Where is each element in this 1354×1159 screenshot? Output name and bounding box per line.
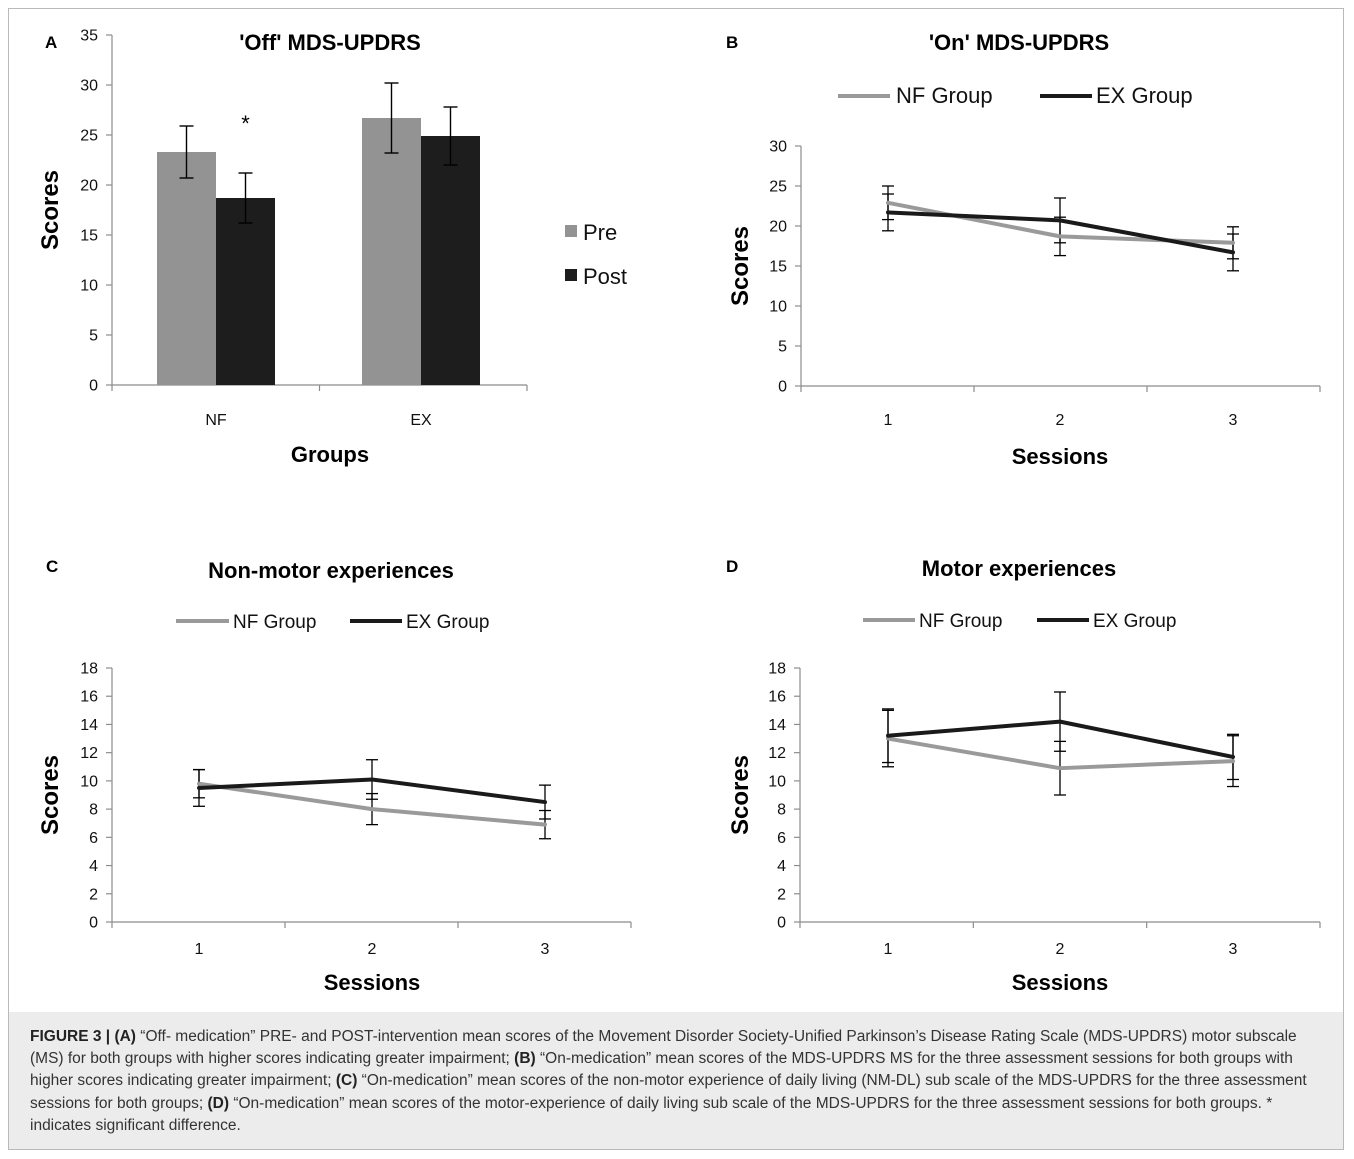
y-tick-label: 15 <box>769 259 787 276</box>
x-tick-label: 2 <box>368 941 377 958</box>
caption-panel-ref: (D) <box>207 1094 230 1112</box>
x-tick-label: 3 <box>1229 412 1238 429</box>
panel-letter: A <box>45 33 57 52</box>
y-tick-label: 30 <box>80 78 98 95</box>
legend-swatch-pre <box>565 225 577 237</box>
legend-label-ex: EX Group <box>1093 611 1176 632</box>
caption-text: “On-medication” mean scores of the non-m… <box>30 1072 1307 1112</box>
y-tick-label: 15 <box>80 228 98 245</box>
x-axis-label: Groups <box>291 442 369 467</box>
caption-panel-ref: (A) <box>114 1028 136 1045</box>
x-tick-label: 1 <box>884 412 893 429</box>
x-axis-label: Sessions <box>1012 444 1109 469</box>
y-tick-label: 6 <box>777 830 786 847</box>
y-axis-label: Scores <box>37 755 64 835</box>
y-tick-label: 8 <box>89 802 98 819</box>
x-tick-label: 1 <box>195 941 204 958</box>
y-tick-label: 0 <box>778 379 787 396</box>
x-tick-label: NF <box>205 412 227 429</box>
legend-label-pre: Pre <box>583 220 617 245</box>
legend-label-nf: NF Group <box>919 611 1002 632</box>
y-tick-label: 2 <box>777 886 786 903</box>
legend-label-ex: EX Group <box>1096 83 1193 108</box>
chart-title: Motor experiences <box>922 556 1116 581</box>
panel-letter: D <box>726 557 738 576</box>
x-tick-label: 3 <box>541 941 550 958</box>
y-tick-label: 14 <box>768 717 786 734</box>
chart-panel-c: C Non-motor experiences024681012141618Ses… <box>37 557 632 995</box>
y-tick-label: 2 <box>89 886 98 903</box>
chart-panel-a: A 'Off' MDS-UPDRS 0 5 10 15 20 25 30 35 Groups Scor… <box>37 28 627 468</box>
y-tick-label: 16 <box>768 689 786 706</box>
y-tick-label: 18 <box>80 661 98 678</box>
x-axis-label: Sessions <box>1012 970 1109 995</box>
panel-letter: B <box>726 33 738 52</box>
caption-label: FIGURE 3 | <box>30 1028 111 1045</box>
bar-post-ex <box>421 136 480 385</box>
bar-pre-nf <box>157 152 216 385</box>
y-tick-label: 25 <box>769 179 787 196</box>
legend-label-nf: NF Group <box>896 83 993 108</box>
x-tick-label: EX <box>410 412 432 429</box>
y-tick-label: 20 <box>80 178 98 195</box>
y-tick-label: 8 <box>777 802 786 819</box>
chart-title: 'On' MDS-UPDRS <box>929 30 1109 55</box>
y-tick-label: 35 <box>80 28 98 45</box>
bar-pre-ex <box>362 118 421 385</box>
y-tick-label: 20 <box>769 219 787 236</box>
y-tick-label: 16 <box>80 689 98 706</box>
chart-panel-d: D Motor experiences024681012141618Session… <box>726 556 1321 995</box>
y-tick-label: 18 <box>768 661 786 678</box>
y-axis-label: Scores <box>727 755 754 835</box>
y-tick-label: 6 <box>89 830 98 847</box>
bar-post-nf <box>216 198 275 385</box>
chart-title: 'Off' MDS-UPDRS <box>239 30 421 55</box>
y-tick-label: 5 <box>778 339 787 356</box>
y-tick-label: 10 <box>769 299 787 316</box>
y-axis-label: Scores <box>37 170 64 250</box>
panel-letter: C <box>46 557 58 576</box>
caption-panel-ref: (B) <box>514 1050 536 1068</box>
x-axis-label: Sessions <box>324 970 421 995</box>
y-tick-label: 5 <box>89 328 98 345</box>
caption-background <box>9 1012 1343 1149</box>
caption-text: “Off- medication” PRE- and POST-interven… <box>30 1028 1297 1068</box>
x-tick-label: 2 <box>1056 941 1065 958</box>
y-tick-label: 0 <box>89 915 98 932</box>
caption-text: “On-medication” mean scores of the MDS-U… <box>30 1050 1293 1090</box>
chart-panel-b: B 'On' MDS-UPDRS 0 5 10 15 20 25 30 Sessions Score… <box>726 30 1321 469</box>
y-tick-label: 0 <box>89 378 98 395</box>
x-tick-label: 3 <box>1229 941 1238 958</box>
legend-label-post: Post <box>583 264 627 289</box>
legend-swatch-post <box>565 269 577 281</box>
y-tick-label: 10 <box>80 278 98 295</box>
y-axis-label: Scores <box>727 226 754 306</box>
y-tick-label: 10 <box>768 773 786 790</box>
y-tick-label: 4 <box>89 858 98 875</box>
y-tick-label: 10 <box>80 773 98 790</box>
x-tick-label: 1 <box>884 941 893 958</box>
x-tick-label: 2 <box>1056 412 1065 429</box>
y-tick-label: 0 <box>777 915 786 932</box>
y-tick-label: 12 <box>768 745 786 762</box>
figure-caption: FIGURE 3 | (A) “Off- medication” PRE- an… <box>30 1026 1330 1137</box>
y-tick-label: 12 <box>80 745 98 762</box>
chart-title: Non-motor experiences <box>208 558 454 583</box>
y-tick-label: 14 <box>80 717 98 734</box>
y-tick-label: 4 <box>777 858 786 875</box>
caption-panel-ref: (C) <box>335 1072 358 1090</box>
significance-marker: * <box>241 111 250 136</box>
legend-label-ex: EX Group <box>406 612 489 633</box>
caption-body: (A) “Off- medication” PRE- and POST-inte… <box>30 1028 1307 1134</box>
y-tick-label: 30 <box>769 139 787 156</box>
figure-canvas: A 'Off' MDS-UPDRS05101520253035GroupsScor… <box>37 28 1321 995</box>
caption-text: “On-medication” mean scores of the motor… <box>30 1094 1273 1134</box>
figure-frame <box>8 8 1344 1150</box>
y-tick-label: 25 <box>80 128 98 145</box>
legend-label-nf: NF Group <box>233 612 316 633</box>
